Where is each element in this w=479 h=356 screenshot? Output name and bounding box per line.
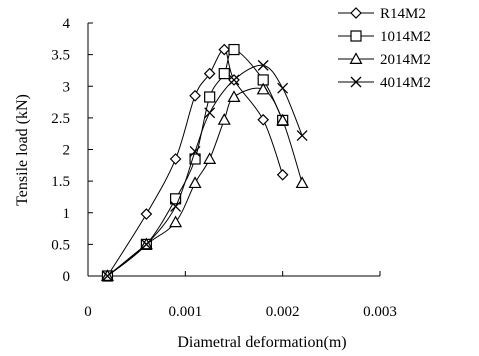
data-point-x [257,59,269,71]
x-axis-title: Diametral deformation(m) [177,334,346,351]
y-tick-label: 2 [63,143,71,159]
data-point-triangle [203,152,217,164]
data-point-square [189,153,201,165]
data-point-triangle [276,113,290,126]
x-tick-label: 0.003 [363,304,397,320]
data-point-diamond [276,168,289,181]
data-point-triangle [256,82,270,95]
data-point-square [170,193,182,205]
data-point-triangle [188,176,202,189]
data-point-triangle [169,215,183,228]
legend-marker [350,76,362,88]
legend-marker [350,7,362,19]
legend-marker [350,30,362,42]
legend-item: R14M2 [338,6,426,22]
data-point-x [204,107,216,119]
y-tick-label: 4 [63,16,71,32]
data-point-x [296,130,308,142]
data-point-triangle [217,113,231,125]
legend-label: 1014M2 [380,29,431,45]
y-tick-label: 3.5 [51,48,70,64]
series-2014M2 [100,82,309,281]
legend-item: 1014M2 [338,29,431,45]
y-tick-label: 3 [63,79,71,95]
series-line [107,87,303,277]
legend-item: 2014M2 [338,52,431,68]
axes: 0 0.5 1 1.5 2 2.5 3 3.5 4 0 0.001 0.002 0.003 [51,16,397,320]
y-tick-label: 0 [63,269,71,285]
y-axis-title: Tensile load (kN) [14,94,31,206]
data-point-diamond [189,89,201,102]
data-point-triangle [227,90,241,103]
legend-item: 4014M2 [338,75,431,91]
data-point-x [189,145,201,157]
data-point-diamond [169,153,182,165]
y-tick-label: 2.5 [51,111,70,127]
series-1014M2 [101,43,289,282]
data-point-diamond [218,43,231,56]
tick-marks [87,22,381,277]
data-point-square [228,43,240,56]
tick-labels: 0 0.5 1 1.5 2 2.5 3 3.5 4 0 0.001 0.002 0.003 [51,16,397,320]
legend: R14M2 1014M2 2014M2 4014M2 [338,6,431,91]
data-point-x [277,82,289,94]
data-point-square [204,91,216,103]
data-point-triangle [295,176,309,189]
y-tick-label: 1 [63,206,71,222]
data-point-x [102,270,113,282]
data-point-diamond [140,208,153,220]
legend-label: R14M2 [380,6,426,22]
x-tick-label: 0.002 [266,304,300,320]
legend-label: 2014M2 [380,52,431,68]
y-tick-label: 1.5 [51,174,70,190]
series-layer [100,43,309,282]
data-point-diamond [203,67,216,80]
legend-marker [349,52,363,65]
data-point-x [140,238,152,250]
data-point-x [228,74,240,86]
data-point-diamond [257,113,270,126]
series-4014M2 [102,59,308,282]
legend-label: 4014M2 [380,75,431,91]
x-tick-label: 0 [84,304,92,320]
data-point-square [218,67,230,80]
x-tick-label: 0.001 [168,304,202,320]
y-tick-label: 0.5 [51,237,70,253]
data-point-x [170,200,182,212]
